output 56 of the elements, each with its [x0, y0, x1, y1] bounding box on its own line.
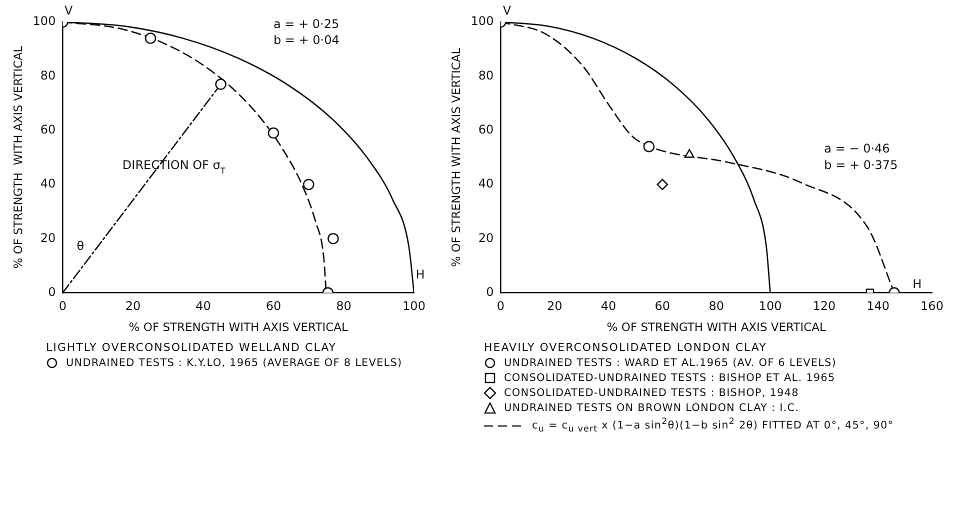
x-tick-label: 40	[600, 299, 616, 314]
x-tick-label: 40	[196, 299, 211, 314]
text: H	[416, 267, 425, 282]
annotation: H	[912, 276, 922, 291]
x-tick-label: 100	[402, 299, 426, 314]
x-tick-label: 60	[654, 299, 670, 314]
x-tick-label: 80	[336, 299, 352, 314]
y-tick-label: 20	[40, 230, 56, 245]
x-tick-label: 80	[708, 299, 724, 314]
y-axis-title: % OF STRENGTH WITH AXIS VERTICAL	[448, 47, 463, 267]
point	[215, 78, 226, 90]
x-tick-label: 100	[758, 299, 782, 314]
legend-label: UNDRAINED TESTS : WARD ET AL.1965 (AV. OF 6 LEVELS)	[504, 357, 837, 369]
x-tick-label: 20	[546, 299, 562, 314]
x-axis-title: % OF STRENGTH WITH AXIS VERTICAL	[606, 320, 826, 334]
text: LIGHTLY OVERCONSOLIDATED WELLAND CLAY	[46, 341, 336, 354]
x-axis-title: % OF STRENGTH WITH AXIS VERTICAL	[128, 320, 348, 334]
legend-label: UNDRAINED TESTS : K.Y.LO, 1965 (AVERAGE OF 8 LEVELS)	[66, 357, 402, 369]
y-tick-label: 100	[32, 14, 56, 28]
y-tick-label: 80	[478, 68, 494, 82]
y-tick-label: 40	[40, 176, 56, 191]
x-tick-label: 120	[812, 299, 836, 314]
annotation: a = − 0·46	[824, 142, 890, 156]
annotation: b = + 0·375	[824, 158, 898, 172]
text: c$_{u}$ = c$_{u vert}$ x (1−a sin$^{2}$θ)(1−b sin$^{2}$ 2θ) FITTED AT 0°, 45°, 90°	[532, 417, 894, 435]
y-tick-label: 60	[478, 122, 494, 136]
y-tick-label: 20	[478, 230, 494, 245]
text: V	[64, 3, 74, 18]
point	[328, 232, 339, 244]
x-tick-label: 60	[266, 299, 282, 314]
text: V	[502, 3, 512, 18]
x-tick-label: 160	[920, 299, 944, 314]
x-tick-label: 20	[125, 299, 141, 314]
legend-label: CONSOLIDATED-UNDRAINED TESTS : BISHOP, 1948	[504, 387, 799, 399]
y-tick-label: 40	[478, 176, 494, 191]
y-tick-label: 100	[470, 14, 494, 28]
annotation: θ	[76, 239, 84, 254]
point	[656, 178, 668, 190]
y-axis-title: % OF STRENGTH WITH AXIS VERTICAL	[10, 45, 25, 269]
legend-label: CONSOLIDATED-UNDRAINED TESTS : BISHOP ET AL. 1965	[504, 372, 836, 384]
legend-label: UNDRAINED TESTS ON BROWN LONDON CLAY : I.C.	[504, 402, 800, 414]
annotation: b = + 0·04	[273, 33, 340, 48]
point	[268, 127, 280, 139]
text: HEAVILY OVERCONSOLIDATED LONDON CLAY	[484, 341, 767, 354]
x-tick-label: 0	[496, 299, 505, 314]
y-tick-label: 0	[486, 284, 494, 299]
point	[643, 140, 655, 152]
annotation: a = + 0·25	[273, 16, 340, 31]
y-tick-label: 80	[40, 68, 56, 82]
x-tick-label: 0	[58, 299, 67, 314]
point	[302, 178, 314, 190]
x-tick-label: 140	[866, 299, 890, 314]
y-tick-label: 0	[48, 284, 56, 299]
point	[684, 149, 694, 158]
point	[144, 32, 156, 44]
y-tick-label: 60	[40, 122, 56, 136]
